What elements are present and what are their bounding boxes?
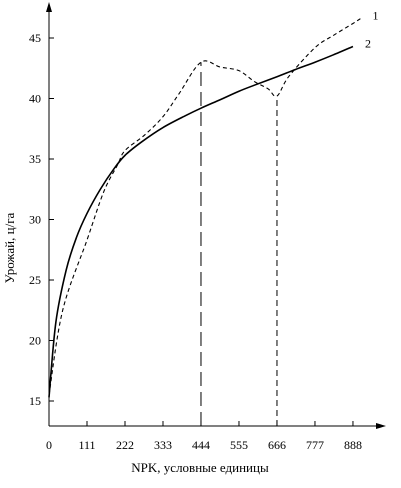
y-tick-label: 25 <box>29 273 41 287</box>
y-tick-label: 20 <box>29 334 41 348</box>
x-ticks: 0 111 222 333 444 555 666 777 888 <box>46 421 362 452</box>
series-line-2 <box>48 45 354 398</box>
series-lines <box>48 18 361 398</box>
x-tick-label: 777 <box>306 438 324 452</box>
x-tick-label: 444 <box>192 438 210 452</box>
y-axis <box>46 2 52 426</box>
x-tick-label: 666 <box>268 438 286 452</box>
reference-lines <box>200 62 278 426</box>
y-tick-label: 30 <box>29 213 41 227</box>
x-tick-label: 111 <box>78 438 95 452</box>
x-axis <box>49 423 386 429</box>
y-tick-label: 40 <box>29 92 41 106</box>
x-tick-label: 888 <box>344 438 362 452</box>
x-tick-label: 555 <box>230 438 248 452</box>
y-tick-label: 45 <box>29 31 41 45</box>
x-tick-label: 222 <box>116 438 134 452</box>
y-axis-arrow <box>46 2 52 12</box>
series-label-1: 1 <box>372 9 378 23</box>
x-tick-label: 0 <box>46 438 52 452</box>
series-labels: 12 <box>365 9 379 51</box>
series-label-2: 2 <box>365 36 371 50</box>
x-tick-label: 333 <box>154 438 172 452</box>
x-axis-title: NPK, условные единицы <box>131 460 269 475</box>
y-axis-title: Урожай, ц/га <box>2 212 17 283</box>
y-tick-label: 35 <box>29 152 41 166</box>
series-line-1 <box>48 18 361 396</box>
y-tick-label: 15 <box>29 394 41 408</box>
x-axis-arrow <box>376 423 386 429</box>
y-ticks: 15 20 25 30 35 40 45 <box>29 31 54 408</box>
